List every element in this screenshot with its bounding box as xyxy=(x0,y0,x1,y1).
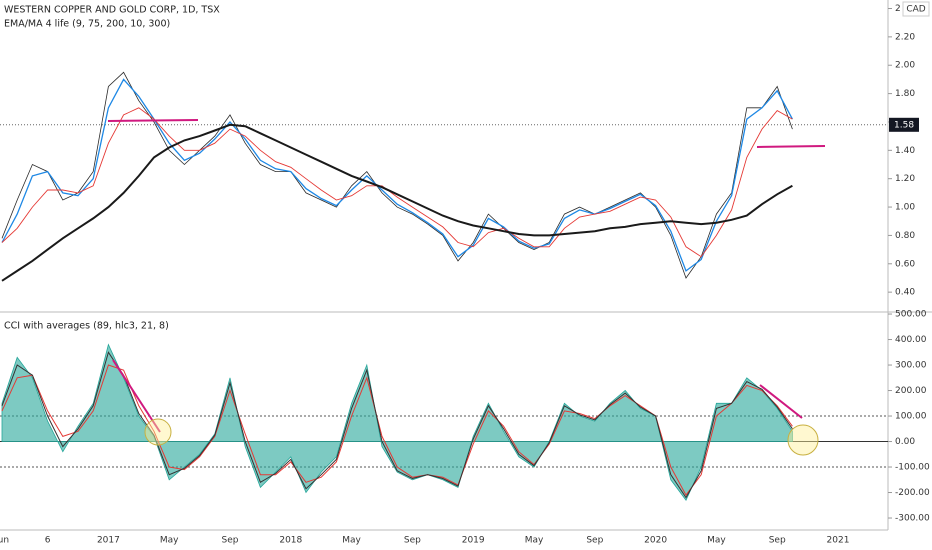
series-line xyxy=(1,78,793,272)
y-tick-label: 1.20 xyxy=(895,174,915,184)
y-tick-label: 0.60 xyxy=(895,259,915,269)
y-tick-label: 400.00 xyxy=(895,335,927,345)
indicator-title: EMA/MA 4 life (9, 75, 200, 10, 300) xyxy=(4,19,170,30)
chart-title: WESTERN COPPER AND GOLD CORP, 1D, TSX xyxy=(4,5,220,16)
y-tick-label: 1.00 xyxy=(895,203,915,213)
cci-area xyxy=(1,343,793,501)
x-tick-label: Sep xyxy=(404,536,421,546)
x-tick-label: May xyxy=(525,536,544,546)
y-tick-label: 2.00 xyxy=(895,61,915,71)
x-tick-label: Jun xyxy=(0,536,9,546)
y-tick-label: 1.80 xyxy=(895,89,915,99)
x-tick-label: 2021 xyxy=(827,536,850,546)
cci-average-line xyxy=(1,364,793,497)
x-tick-label: 2017 xyxy=(97,536,120,546)
currency-box xyxy=(902,1,930,17)
last-price-label: 1.58 xyxy=(894,120,914,130)
x-tick-label: 2019 xyxy=(462,536,485,546)
y-tick-label: 200.00 xyxy=(895,386,927,396)
y-tick-label: 100.00 xyxy=(895,412,927,422)
y-tick-label: 2 xyxy=(895,4,901,14)
series-line xyxy=(1,123,793,282)
currency-label: CAD xyxy=(906,5,925,15)
x-tick-label: Sep xyxy=(586,536,603,546)
y-tick-label: 0.00 xyxy=(895,437,915,447)
drawn-trend-line xyxy=(759,384,803,419)
x-tick-label: May xyxy=(160,536,179,546)
series-line xyxy=(1,107,793,258)
y-tick-label: -100.00 xyxy=(895,463,930,473)
last-price-box xyxy=(889,117,919,132)
drawn-resistance-line xyxy=(107,119,199,122)
y-tick-label: 2.20 xyxy=(895,32,915,42)
x-tick-label: Sep xyxy=(222,536,239,546)
cci-average-line xyxy=(1,351,793,499)
y-tick-label: -200.00 xyxy=(895,488,930,498)
y-tick-label: 0.80 xyxy=(895,231,915,241)
y-tick-label: 0.40 xyxy=(895,288,915,298)
x-tick-label: 6 xyxy=(45,536,51,546)
drawn-circle xyxy=(144,418,172,446)
y-tick-label: 500.00 xyxy=(895,310,927,320)
y-tick-label: -300.00 xyxy=(895,514,930,524)
x-tick-label: May xyxy=(342,536,361,546)
y-tick-label: 1.40 xyxy=(895,146,915,156)
x-tick-label: 2018 xyxy=(279,536,302,546)
x-tick-label: Sep xyxy=(769,536,786,546)
drawn-support-line xyxy=(756,145,826,148)
cci-title: CCI with averages (89, hlc3, 21, 8) xyxy=(4,321,169,332)
drawn-circle xyxy=(787,424,819,456)
x-tick-label: 2020 xyxy=(644,536,667,546)
y-tick-label: 300.00 xyxy=(895,361,927,371)
x-tick-label: May xyxy=(707,536,726,546)
